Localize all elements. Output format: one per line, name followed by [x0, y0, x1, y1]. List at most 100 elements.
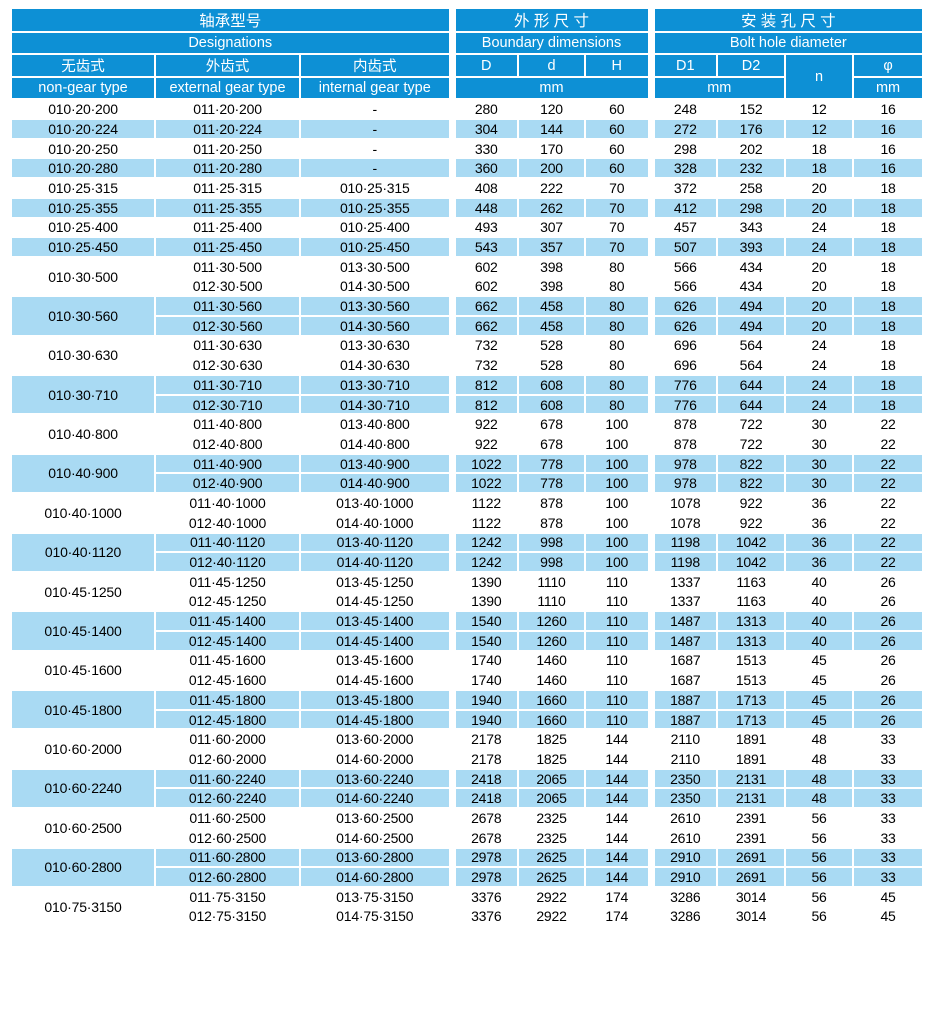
cell-D2: 644: [716, 374, 787, 396]
cell-non-gear-type: 010·30·560: [10, 295, 156, 337]
cell-external-gear-type: 012·60·2240: [154, 787, 301, 810]
table-row: 012·60·2500 014·60·2500 2678 2325 144 2610 239…: [11, 826, 925, 849]
table-row: 010·60·2500 011·60·2500 013·60·2500 2678 232…: [10, 807, 925, 849]
table-row: 010·20·250 011·20·250-330 170 60 298 202 18 16: [10, 137, 925, 160]
cell-internal-gear-type: 014·40·900: [299, 472, 453, 495]
cell-non-gear-type: 010·20·224: [10, 118, 156, 140]
table-row: 012·30·500 014·30·500 602 398 80 566 434 20 18: [11, 275, 925, 298]
cell-n: 24: [784, 354, 855, 376]
cell-phi: 18: [852, 374, 925, 396]
cell-H: 144: [583, 748, 653, 770]
cell-H: 70: [583, 177, 653, 199]
cell-d: 398: [517, 255, 586, 278]
header-row-columns: 无齿式 外齿式 内齿式 D d H D1 D2 n φ: [10, 53, 925, 101]
cell-external-gear-type: 011·40·800: [154, 413, 301, 436]
cell-internal-gear-type: 014·40·1000: [299, 511, 453, 534]
cell-n: 56: [784, 807, 855, 829]
cell-phi: 22: [852, 472, 925, 495]
cell-d: 1260: [517, 629, 586, 652]
cell-H: 80: [583, 334, 653, 357]
cell-external-gear-type: 011·20·224: [154, 118, 301, 140]
cell-D1: 978: [647, 472, 719, 495]
table-row: 010·45·1800 011·45·1800 013·45·1800 1940 166…: [10, 688, 925, 731]
cell-D: 922: [448, 433, 519, 455]
cell-d: 778: [517, 472, 586, 495]
table-row: 012·40·1000 014·40·1000 1122 878 100 1078 922 3…: [11, 511, 925, 534]
cell-D: 1022: [448, 452, 519, 475]
cell-internal-gear-type: 014·60·2800: [299, 866, 453, 888]
cell-d: 222: [517, 177, 586, 199]
cell-H: 174: [583, 905, 653, 928]
cell-phi: 22: [852, 551, 925, 573]
cell-d: 998: [517, 551, 586, 573]
col-H: H: [583, 53, 653, 79]
cell-internal-gear-type: 013·30·500: [299, 255, 453, 278]
cell-D1: 1887: [647, 689, 719, 711]
table-row: 012·30·630 014·30·630 732 528 80 696 564 24 18: [11, 354, 925, 376]
cell-d: 262: [517, 196, 586, 219]
cell-n: 24: [784, 334, 855, 357]
cell-non-gear-type: 010·30·500: [10, 255, 156, 298]
cell-n: 48: [784, 748, 855, 770]
cell-D2: 1513: [716, 649, 787, 672]
cell-n: 20: [784, 196, 855, 219]
cell-H: 80: [583, 295, 653, 317]
cell-internal-gear-type: 013·60·2000: [299, 728, 453, 751]
cell-non-gear-type: 010·60·2000: [10, 728, 156, 770]
cell-non-gear-type: 010·25·315: [10, 177, 156, 199]
cell-external-gear-type: 012·45·1400: [154, 629, 301, 652]
cell-phi: 22: [852, 433, 925, 455]
cell-D2: 1042: [716, 531, 787, 554]
cell-D: 2418: [448, 767, 519, 790]
cell-external-gear-type: 012·30·710: [154, 393, 301, 416]
cell-internal-gear-type: 013·60·2500: [299, 807, 453, 829]
cell-H: 60: [583, 118, 653, 140]
table-row: 012·45·1800 014·45·1800 1940 1660 110 1887 171…: [11, 708, 925, 731]
cell-D2: 1163: [716, 590, 787, 613]
cell-D2: 564: [716, 354, 787, 376]
cell-n: 36: [784, 551, 855, 573]
table-row: 012·60·2240 014·60·2240 2418 2065 144 2350 213…: [11, 787, 925, 810]
cell-external-gear-type: 011·25·450: [154, 236, 301, 258]
designations-title-zh: 轴承型号: [10, 7, 453, 33]
cell-non-gear-type: 010·60·2800: [10, 846, 156, 888]
cell-d: 998: [517, 531, 586, 554]
cell-D2: 298: [716, 196, 787, 219]
cell-internal-gear-type: -: [299, 137, 453, 160]
cell-internal-gear-type: 010·25·315: [299, 177, 453, 199]
cell-D2: 2391: [716, 807, 787, 829]
cell-n: 20: [784, 255, 855, 278]
cell-D: 1122: [448, 492, 519, 514]
cell-external-gear-type: 012·30·630: [154, 354, 301, 376]
cell-D: 1242: [448, 551, 519, 573]
cell-internal-gear-type: 013·40·1000: [299, 492, 453, 514]
cell-internal-gear-type: 013·60·2240: [299, 767, 453, 790]
cell-H: 144: [583, 866, 653, 888]
cell-D1: 626: [647, 295, 719, 317]
cell-n: 30: [784, 413, 855, 436]
cell-d: 1825: [517, 748, 586, 770]
cell-H: 60: [583, 157, 653, 180]
cell-D1: 566: [647, 255, 719, 278]
cell-non-gear-type: 010·20·200: [10, 98, 156, 121]
cell-n: 20: [784, 314, 855, 337]
cell-D: 543: [448, 236, 519, 258]
cell-d: 200: [517, 157, 586, 180]
cell-D2: 1891: [716, 728, 787, 751]
boundary-dimensions-title-en: Boundary dimensions: [448, 30, 653, 56]
table-row: 010·60·2800 011·60·2800 013·60·2800 2978 262…: [10, 846, 925, 888]
cell-phi: 33: [852, 807, 925, 829]
cell-H: 100: [583, 413, 653, 436]
cell-D1: 1337: [647, 570, 719, 593]
cell-n: 20: [784, 177, 855, 199]
cell-phi: 18: [852, 255, 925, 278]
cell-d: 1660: [517, 708, 586, 731]
table-row: 010·20·280 011·20·280-360 200 60 328 232 18 16: [10, 157, 925, 180]
cell-D1: 272: [647, 118, 719, 140]
col-n: n: [784, 53, 855, 101]
cell-D: 448: [448, 196, 519, 219]
cell-d: 2065: [517, 767, 586, 790]
cell-D2: 3014: [716, 885, 787, 908]
cell-internal-gear-type: 013·75·3150: [299, 885, 453, 908]
table-row: 012·60·2800 014·60·2800 2978 2625 144 2910 269…: [11, 866, 925, 888]
